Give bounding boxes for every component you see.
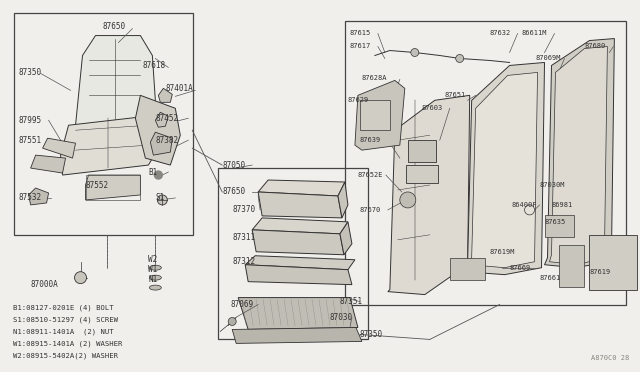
Text: 87635: 87635 [545, 219, 566, 225]
Polygon shape [150, 132, 172, 155]
Polygon shape [158, 89, 172, 102]
Text: 87401A: 87401A [165, 84, 193, 93]
Polygon shape [470, 73, 538, 268]
Text: 87069M: 87069M [536, 55, 561, 61]
Polygon shape [355, 80, 405, 150]
Bar [589, 235, 637, 290]
Bar [408, 140, 436, 162]
Text: B1: B1 [148, 167, 157, 177]
Text: 87603: 87603 [422, 105, 443, 111]
Text: 87351: 87351 [340, 297, 363, 306]
Polygon shape [258, 180, 345, 196]
Text: 87552: 87552 [86, 180, 109, 189]
Bar [559, 245, 584, 286]
Circle shape [154, 171, 163, 179]
Text: 87030: 87030 [330, 313, 353, 322]
Polygon shape [252, 218, 348, 234]
Polygon shape [43, 138, 76, 158]
Polygon shape [245, 256, 355, 270]
Polygon shape [245, 265, 352, 285]
Polygon shape [252, 230, 344, 255]
Circle shape [74, 272, 86, 283]
Text: 87639: 87639 [360, 137, 381, 143]
Text: 87370: 87370 [232, 205, 255, 214]
Circle shape [400, 192, 416, 208]
Text: 86611M: 86611M [522, 30, 547, 36]
Polygon shape [465, 62, 545, 275]
Polygon shape [31, 155, 65, 173]
Bar [218, 168, 368, 339]
Text: 87050: 87050 [222, 161, 245, 170]
Circle shape [228, 318, 236, 326]
Bar [545, 215, 575, 237]
Text: 87651: 87651 [445, 92, 466, 98]
Text: 87632: 87632 [490, 30, 511, 36]
Polygon shape [76, 36, 156, 135]
Text: 87652E: 87652E [358, 172, 383, 178]
Text: 87650: 87650 [222, 187, 245, 196]
Bar [450, 258, 484, 280]
Text: 87669: 87669 [509, 265, 531, 271]
Polygon shape [29, 188, 49, 205]
Polygon shape [136, 95, 180, 165]
Text: 87661: 87661 [540, 275, 561, 280]
Text: N1: N1 [148, 275, 157, 284]
Text: N1:08911-1401A  (2) NUT: N1:08911-1401A (2) NUT [13, 328, 113, 335]
Text: W1: W1 [148, 265, 157, 274]
Polygon shape [340, 222, 352, 255]
Polygon shape [258, 192, 342, 218]
Text: B1:08127-0201E (4) BOLT: B1:08127-0201E (4) BOLT [13, 305, 113, 311]
Text: 86981: 86981 [552, 202, 573, 208]
Polygon shape [238, 298, 358, 330]
Text: 87382: 87382 [156, 136, 179, 145]
Text: 87617: 87617 [350, 42, 371, 48]
Text: 87350: 87350 [360, 330, 383, 339]
Text: 87618: 87618 [142, 61, 166, 70]
Text: 87069: 87069 [230, 300, 253, 309]
Bar [13, 13, 193, 235]
Polygon shape [86, 175, 140, 200]
Text: 87615: 87615 [350, 30, 371, 36]
Polygon shape [388, 95, 470, 295]
Text: 87551: 87551 [19, 136, 42, 145]
Ellipse shape [149, 275, 161, 280]
Bar [86, 175, 140, 200]
Text: 87532: 87532 [19, 193, 42, 202]
Polygon shape [232, 327, 362, 343]
Text: 86400F: 86400F [511, 202, 537, 208]
Ellipse shape [149, 285, 161, 290]
Circle shape [411, 48, 419, 57]
Polygon shape [545, 39, 614, 268]
Bar [360, 100, 390, 130]
Text: 87619M: 87619M [490, 249, 515, 255]
Bar [345, 20, 627, 305]
Text: 87650: 87650 [102, 22, 125, 31]
Polygon shape [338, 182, 348, 218]
Bar [406, 165, 438, 183]
Text: 87312: 87312 [232, 257, 255, 266]
Text: A870C0 28: A870C0 28 [591, 355, 629, 361]
Text: 87311: 87311 [232, 233, 255, 242]
Text: 87452: 87452 [156, 114, 179, 123]
Text: W2: W2 [148, 255, 157, 264]
Polygon shape [156, 112, 168, 127]
Text: 87628A: 87628A [362, 76, 387, 81]
Text: 87670: 87670 [360, 207, 381, 213]
Circle shape [456, 54, 464, 62]
Text: 87619: 87619 [589, 269, 611, 275]
Text: 87350: 87350 [19, 68, 42, 77]
Polygon shape [61, 115, 161, 175]
Text: S1:08510-51297 (4) SCREW: S1:08510-51297 (4) SCREW [13, 317, 118, 323]
Ellipse shape [149, 265, 161, 270]
Text: 87629: 87629 [348, 97, 369, 103]
Text: W2:08915-5402A(2) WASHER: W2:08915-5402A(2) WASHER [13, 352, 118, 359]
Text: 87995: 87995 [19, 116, 42, 125]
Polygon shape [550, 46, 607, 265]
Text: 87000A: 87000A [31, 280, 58, 289]
Text: S1: S1 [156, 193, 164, 202]
Circle shape [157, 195, 167, 205]
Text: W1:08915-1401A (2) WASHER: W1:08915-1401A (2) WASHER [13, 340, 122, 347]
Text: 87030M: 87030M [540, 182, 565, 188]
Text: 87680: 87680 [584, 42, 605, 48]
